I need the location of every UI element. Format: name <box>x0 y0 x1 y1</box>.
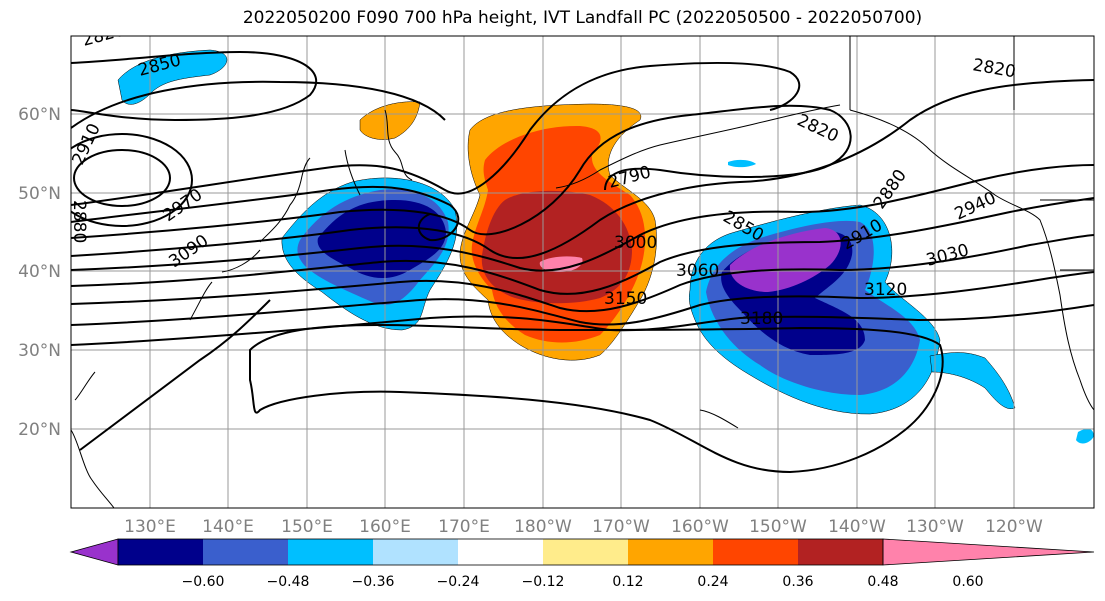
contour-label: 2880 <box>69 200 89 243</box>
colorbar-extend-right <box>882 538 1095 566</box>
contour-label: 2790 <box>606 162 653 193</box>
colorbar-ticks: −0.60 −0.48 −0.36 −0.24 −0.12 0.12 0.24 … <box>182 574 984 590</box>
colorbar-extend-left <box>69 538 119 566</box>
colorbar-tick-label: 0.48 <box>867 574 898 590</box>
lat-label: 30°N <box>18 341 61 361</box>
colorbar-segment <box>288 539 373 565</box>
lon-label: 150°W <box>749 517 807 537</box>
colorbar-segment <box>798 539 883 565</box>
contour-label: 2880 <box>870 166 911 213</box>
height-contours <box>71 50 1094 474</box>
lat-label: 60°N <box>18 105 61 125</box>
contour-label: 3180 <box>740 309 783 329</box>
colorbar-segment <box>373 539 458 565</box>
negative-anomaly-northeast-pacific <box>688 204 1016 415</box>
map-title: 2022050200 F090 700 hPa height, IVT Land… <box>242 8 923 28</box>
graticule <box>71 36 1094 508</box>
contour-label: 3000 <box>614 233 657 253</box>
lon-label: 140°W <box>828 517 886 537</box>
lon-label: 140°E <box>202 517 254 537</box>
colorbar-tick-label: −0.12 <box>522 574 565 590</box>
lon-label: 120°W <box>985 517 1043 537</box>
colorbar-segment <box>628 539 713 565</box>
colorbar-segment <box>203 539 288 565</box>
lon-label: 170°W <box>592 517 650 537</box>
map-frame <box>70 35 1095 509</box>
lon-label: 160°W <box>671 517 729 537</box>
contour-label: 3090 <box>165 231 212 272</box>
colorbar-segment <box>543 539 628 565</box>
lon-label: 130°W <box>906 517 964 537</box>
map-area: 2820 2850 2910 2880 2970 3090 2790 2820 … <box>68 36 1094 508</box>
colorbar-segment <box>118 539 203 565</box>
colorbar-tick-label: −0.36 <box>352 574 395 590</box>
lat-label: 20°N <box>18 420 61 440</box>
colorbar-outline <box>117 538 884 566</box>
lon-label: 170°E <box>438 517 490 537</box>
contour-label: 2820 <box>971 55 1017 82</box>
contour-label: 3150 <box>604 289 647 309</box>
contour-label: 3060 <box>676 261 719 281</box>
colorbar-tick-label: −0.24 <box>437 574 480 590</box>
lon-label: 130°E <box>124 517 176 537</box>
lon-label: 150°E <box>281 517 333 537</box>
colorbar-tick-label: 0.60 <box>952 574 983 590</box>
longitude-labels: 130°E 140°E 150°E 160°E 170°E 180°W 170°… <box>124 517 1043 537</box>
lon-label: 180°W <box>514 517 572 537</box>
lat-label: 40°N <box>18 262 61 282</box>
colorbar-tick-label: 0.12 <box>612 574 643 590</box>
colorbar-segment <box>713 539 798 565</box>
contour-label: 2910 <box>68 120 104 168</box>
colorbar-tick-label: 0.36 <box>782 574 813 590</box>
lon-label: 160°E <box>359 517 411 537</box>
colorbar <box>69 538 1095 566</box>
colorbar-segment <box>458 539 543 565</box>
contour-label: 2820 <box>794 110 842 146</box>
lat-label: 50°N <box>18 184 61 204</box>
colorbar-tick-label: 0.24 <box>697 574 728 590</box>
colorbar-tick-label: −0.48 <box>267 574 310 590</box>
contour-label: 3030 <box>924 240 971 271</box>
colorbar-tick-label: −0.60 <box>182 574 225 590</box>
coastlines <box>71 36 1094 508</box>
contour-label: 3120 <box>864 280 907 300</box>
latitude-labels: 60°N 50°N 40°N 30°N 20°N <box>18 105 61 440</box>
